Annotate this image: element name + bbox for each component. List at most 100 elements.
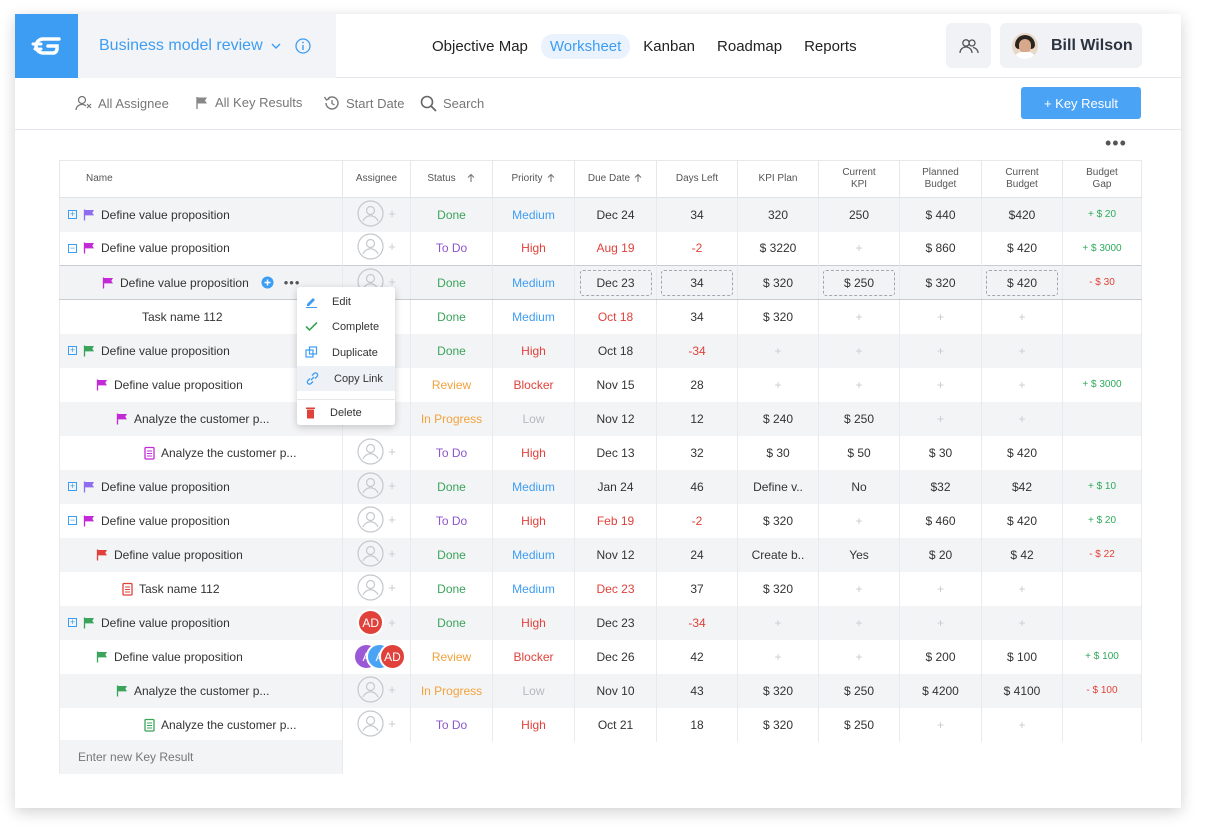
expand-icon[interactable]: +	[68, 345, 77, 355]
priority-cell[interactable]: Blocker	[492, 367, 575, 402]
status-cell[interactable]: Done	[410, 197, 493, 232]
more-options-icon[interactable]: •••	[1105, 133, 1127, 153]
days-left-cell[interactable]: 43	[656, 673, 738, 708]
name-cell[interactable]: + Define value proposition	[59, 333, 343, 368]
sort-arrow-icon[interactable]	[466, 173, 476, 183]
name-cell[interactable]: + Define value proposition	[59, 197, 343, 232]
row-name[interactable]: Analyze the customer p...	[134, 683, 270, 698]
app-logo[interactable]	[15, 14, 78, 78]
name-cell[interactable]: Task name 112	[59, 299, 343, 334]
sort-arrow-icon[interactable]	[546, 173, 556, 183]
add-key-result-button[interactable]: + Key Result	[1021, 87, 1141, 119]
add-assignee-icon[interactable]: +	[388, 715, 396, 731]
status-cell[interactable]: Done	[410, 333, 493, 368]
table-row[interactable]: + Define value proposition AD + Done High Dec …	[59, 605, 1142, 640]
days-left-cell[interactable]: 28	[656, 367, 738, 402]
budget-gap-cell[interactable]	[1062, 401, 1142, 436]
planned-budget-cell[interactable]: $ 320	[899, 265, 982, 300]
due-date-cell[interactable]: Dec 23	[574, 605, 657, 640]
status-cell[interactable]: In Progress	[410, 673, 493, 708]
name-cell[interactable]: + Define value proposition	[59, 605, 343, 640]
days-left-column[interactable]: Days Left	[656, 160, 738, 198]
assignee-cell[interactable]: +	[342, 503, 411, 538]
table-row[interactable]: − Define value proposition + To Do High Feb 1…	[59, 503, 1142, 538]
current-kpi-cell[interactable]: +	[818, 367, 900, 402]
name-cell[interactable]: Define value proposition	[59, 639, 343, 674]
kpi-plan-cell[interactable]: $ 320	[737, 265, 819, 300]
all-key-results-filter[interactable]: All Key Results	[195, 95, 302, 110]
budget-gap-cell[interactable]	[1062, 333, 1142, 368]
assignee-cell[interactable]: +	[342, 231, 411, 266]
row-name[interactable]: Analyze the customer p...	[161, 445, 297, 460]
add-assignee-icon[interactable]: +	[388, 273, 396, 289]
name-cell[interactable]: Define value proposition	[59, 537, 343, 572]
planned-budget-cell[interactable]: +	[899, 571, 982, 606]
priority-cell[interactable]: Medium	[492, 299, 575, 334]
days-left-cell[interactable]: -34	[656, 333, 738, 368]
table-row[interactable]: Analyze the customer p... + To Do High Oct 2…	[59, 707, 1142, 742]
expand-icon[interactable]: +	[68, 617, 77, 627]
info-icon[interactable]	[294, 38, 311, 54]
table-row[interactable]: Define value proposition + Done Medium Nov 1…	[59, 537, 1142, 572]
new-key-result-input[interactable]: Enter new Key Result	[59, 740, 342, 774]
current-kpi-cell[interactable]: $ 250	[818, 707, 900, 742]
budget-gap-cell[interactable]: - $ 22	[1062, 537, 1142, 572]
priority-column[interactable]: Priority	[492, 160, 575, 198]
table-row[interactable]: Define value proposition Review Blocker Nov…	[59, 367, 1142, 402]
current-budget-cell[interactable]: +	[981, 401, 1063, 436]
kpi-plan-cell[interactable]: $ 240	[737, 401, 819, 436]
add-assignee-icon[interactable]: +	[388, 545, 396, 561]
kpi-plan-cell[interactable]: Create b..	[737, 537, 819, 572]
add-assignee-icon[interactable]: +	[388, 477, 396, 493]
due-date-cell[interactable]: Dec 23	[574, 265, 657, 300]
kpi-plan-cell[interactable]: +	[737, 605, 819, 640]
days-left-cell[interactable]: 24	[656, 537, 738, 572]
current-budget-cell[interactable]: $42	[981, 469, 1063, 504]
current-kpi-cell[interactable]: +	[818, 639, 900, 674]
kpi-plan-cell[interactable]: $ 320	[737, 503, 819, 538]
name-column[interactable]: Name	[59, 160, 343, 198]
current-budget-cell[interactable]: +	[981, 299, 1063, 334]
status-cell[interactable]: Done	[410, 299, 493, 334]
due-date-cell[interactable]: Nov 10	[574, 673, 657, 708]
status-cell[interactable]: To Do	[410, 231, 493, 266]
due-date-cell[interactable]: Oct 21	[574, 707, 657, 742]
current-budget-cell[interactable]: +	[981, 367, 1063, 402]
planned-budget-cell[interactable]: $ 860	[899, 231, 982, 266]
row-name[interactable]: Define value proposition	[101, 615, 230, 630]
status-cell[interactable]: Review	[410, 367, 493, 402]
menu-item-edit[interactable]: Edit	[297, 289, 395, 314]
priority-cell[interactable]: High	[492, 707, 575, 742]
name-cell[interactable]: Analyze the customer p...	[59, 435, 343, 470]
assignee-cell[interactable]: AAAD	[342, 639, 411, 674]
table-row[interactable]: + Define value proposition + Done Medium Dec …	[59, 197, 1142, 232]
current-kpi-cell[interactable]: No	[818, 469, 900, 504]
planned-budget-cell[interactable]: $ 30	[899, 435, 982, 470]
sort-arrow-icon[interactable]	[633, 173, 643, 183]
expand-icon[interactable]: +	[68, 209, 77, 220]
due-date-cell[interactable]: Oct 18	[574, 333, 657, 368]
current-budget-cell[interactable]: +	[981, 333, 1063, 368]
priority-cell[interactable]: High	[492, 503, 575, 538]
days-left-cell[interactable]: 46	[656, 469, 738, 504]
row-name[interactable]: Define value proposition	[114, 377, 243, 392]
row-name[interactable]: Define value proposition	[101, 207, 230, 222]
budget-gap-column[interactable]: Budget Gap	[1062, 160, 1142, 198]
planned-budget-cell[interactable]: $ 460	[899, 503, 982, 538]
kpi-plan-cell[interactable]: $ 320	[737, 571, 819, 606]
row-name[interactable]: Task name 112	[139, 581, 220, 596]
team-button[interactable]	[946, 23, 991, 68]
table-row[interactable]: − Define value proposition + To Do High Aug 1…	[59, 231, 1142, 266]
planned-budget-column[interactable]: Planned Budget	[899, 160, 982, 198]
budget-gap-cell[interactable]: + $ 3000	[1062, 231, 1142, 266]
row-name[interactable]: Define value proposition	[101, 343, 230, 358]
due-date-cell[interactable]: Dec 13	[574, 435, 657, 470]
kpi-plan-cell[interactable]: +	[737, 333, 819, 368]
status-cell[interactable]: Done	[410, 571, 493, 606]
status-cell[interactable]: To Do	[410, 707, 493, 742]
days-left-cell[interactable]: 34	[656, 299, 738, 334]
table-row[interactable]: Task name 112 + Done Medium Dec 23 37 $ 320 + + +	[59, 571, 1142, 606]
add-assignee-icon[interactable]: +	[388, 681, 396, 697]
planned-budget-cell[interactable]: +	[899, 707, 982, 742]
planned-budget-cell[interactable]: $ 200	[899, 639, 982, 674]
